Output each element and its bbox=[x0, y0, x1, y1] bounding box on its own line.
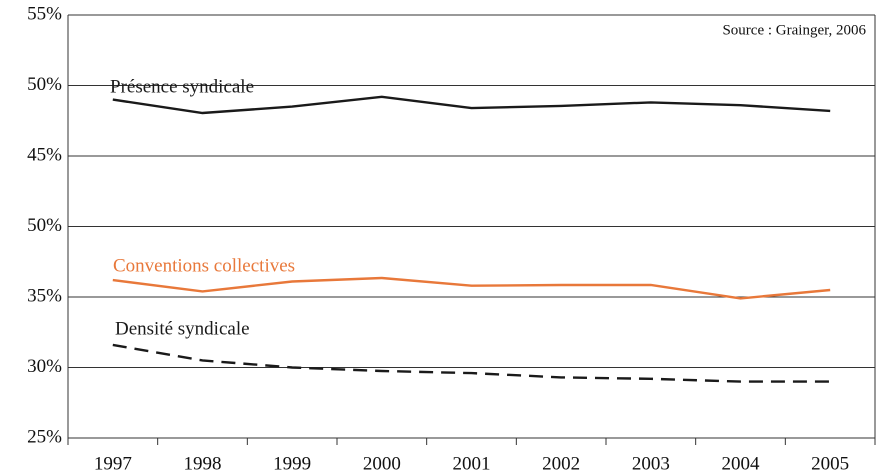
x-tick-label: 2005 bbox=[811, 453, 849, 474]
y-tick-label: 25% bbox=[27, 426, 62, 447]
y-tick-label: 50% bbox=[27, 215, 62, 236]
series-line bbox=[112, 343, 831, 383]
x-tick-label: 1997 bbox=[94, 453, 132, 474]
series-label: Présence syndicale bbox=[110, 76, 254, 97]
source-note: Source : Grainger, 2006 bbox=[722, 22, 866, 38]
x-tick-label: 2001 bbox=[453, 453, 491, 474]
x-tick-label: 2003 bbox=[632, 453, 670, 474]
series-line bbox=[112, 95, 831, 115]
y-tick-label: 55% bbox=[27, 3, 62, 24]
series-line bbox=[112, 276, 831, 300]
x-tick-label: 1998 bbox=[184, 453, 222, 474]
y-tick-label: 30% bbox=[27, 356, 62, 377]
x-tick-label: 2004 bbox=[722, 453, 761, 474]
x-tick-label: 2000 bbox=[363, 453, 401, 474]
series-label: Densité syndicale bbox=[115, 318, 250, 339]
x-tick-label: 2002 bbox=[542, 453, 580, 474]
x-tick-label: 1999 bbox=[273, 453, 311, 474]
series-label: Conventions collectives bbox=[113, 255, 295, 276]
y-tick-label: 45% bbox=[27, 144, 62, 165]
y-tick-label: 50% bbox=[27, 74, 62, 95]
y-tick-label: 35% bbox=[27, 285, 62, 306]
